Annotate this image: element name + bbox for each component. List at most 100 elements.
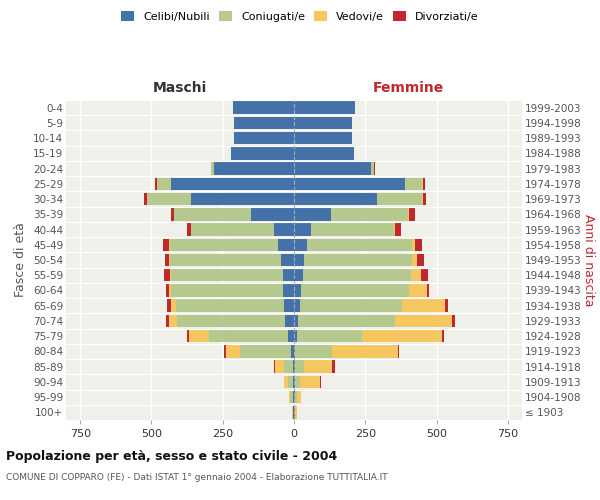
Bar (188, 330, 209, 342)
Bar (176, 300, 284, 312)
Bar (307, 238, 412, 251)
Bar (294, 391, 295, 404)
Bar (234, 116, 294, 129)
Bar (224, 345, 226, 358)
Bar (295, 406, 297, 418)
Bar (170, 254, 281, 266)
Bar (294, 132, 352, 144)
Bar (298, 314, 395, 327)
Bar (409, 284, 427, 296)
Bar (166, 284, 169, 296)
Bar (171, 208, 174, 220)
Bar (423, 193, 426, 205)
Bar (294, 208, 331, 220)
Bar (295, 391, 297, 404)
Bar (295, 360, 304, 373)
Bar (144, 193, 146, 205)
Bar (169, 314, 177, 327)
Bar (301, 284, 409, 296)
Bar (395, 224, 401, 236)
Bar (290, 391, 293, 404)
Bar (294, 330, 297, 342)
Bar (169, 238, 170, 251)
Bar (332, 345, 398, 358)
Bar (409, 208, 415, 220)
Bar (294, 147, 354, 160)
Bar (291, 345, 294, 358)
Bar (274, 360, 275, 373)
Bar (147, 193, 191, 205)
Bar (166, 314, 169, 327)
Bar (421, 269, 428, 281)
Bar (415, 238, 422, 251)
Bar (191, 193, 294, 205)
Bar (300, 376, 320, 388)
Y-axis label: Anni di nascita: Anni di nascita (583, 214, 595, 306)
Bar (452, 314, 455, 327)
Bar (175, 208, 251, 220)
Text: Popolazione per età, sesso e stato civile - 2004: Popolazione per età, sesso e stato civil… (6, 450, 337, 463)
Bar (172, 269, 283, 281)
Bar (412, 238, 415, 251)
Bar (294, 284, 301, 296)
Bar (177, 314, 286, 327)
Bar (304, 360, 332, 373)
Bar (293, 376, 294, 388)
Text: COMUNE DI COPPARO (FE) - Dati ISTAT 1° gennaio 2004 - Elaborazione TUTTITALIA.IT: COMUNE DI COPPARO (FE) - Dati ISTAT 1° g… (6, 472, 388, 482)
Bar (172, 178, 294, 190)
Bar (284, 300, 294, 312)
Bar (294, 116, 352, 129)
Bar (395, 314, 452, 327)
Bar (234, 132, 294, 144)
Bar (394, 224, 395, 236)
Bar (371, 162, 374, 175)
Bar (332, 360, 335, 373)
Bar (422, 193, 423, 205)
Bar (172, 300, 176, 312)
Bar (294, 376, 295, 388)
Bar (416, 254, 424, 266)
Bar (294, 224, 311, 236)
Bar (297, 391, 301, 404)
Bar (423, 178, 425, 190)
Bar (300, 300, 403, 312)
Bar (302, 269, 411, 281)
Bar (169, 254, 170, 266)
Bar (170, 269, 172, 281)
Bar (209, 330, 289, 342)
Bar (289, 376, 293, 388)
Bar (284, 360, 293, 373)
Bar (240, 345, 291, 358)
Bar (297, 330, 362, 342)
Text: Maschi: Maschi (153, 81, 207, 95)
Bar (293, 360, 294, 373)
Bar (311, 224, 394, 236)
Bar (331, 208, 408, 220)
Bar (274, 224, 294, 236)
Bar (412, 254, 416, 266)
Bar (294, 102, 355, 114)
Bar (187, 224, 191, 236)
Bar (295, 345, 332, 358)
Bar (295, 376, 300, 388)
Bar (172, 284, 283, 296)
Bar (294, 193, 377, 205)
Bar (320, 376, 321, 388)
Bar (294, 300, 300, 312)
Text: Femmine: Femmine (373, 81, 443, 95)
Bar (155, 178, 157, 190)
Bar (286, 314, 294, 327)
Bar (214, 162, 294, 175)
Bar (294, 178, 405, 190)
Bar (427, 284, 430, 296)
Bar (170, 238, 278, 251)
Bar (284, 376, 289, 388)
Bar (294, 345, 295, 358)
Bar (289, 330, 294, 342)
Bar (275, 360, 284, 373)
Bar (398, 345, 400, 358)
Bar (163, 238, 169, 251)
Bar (362, 330, 442, 342)
Bar (294, 360, 295, 373)
Bar (226, 345, 240, 358)
